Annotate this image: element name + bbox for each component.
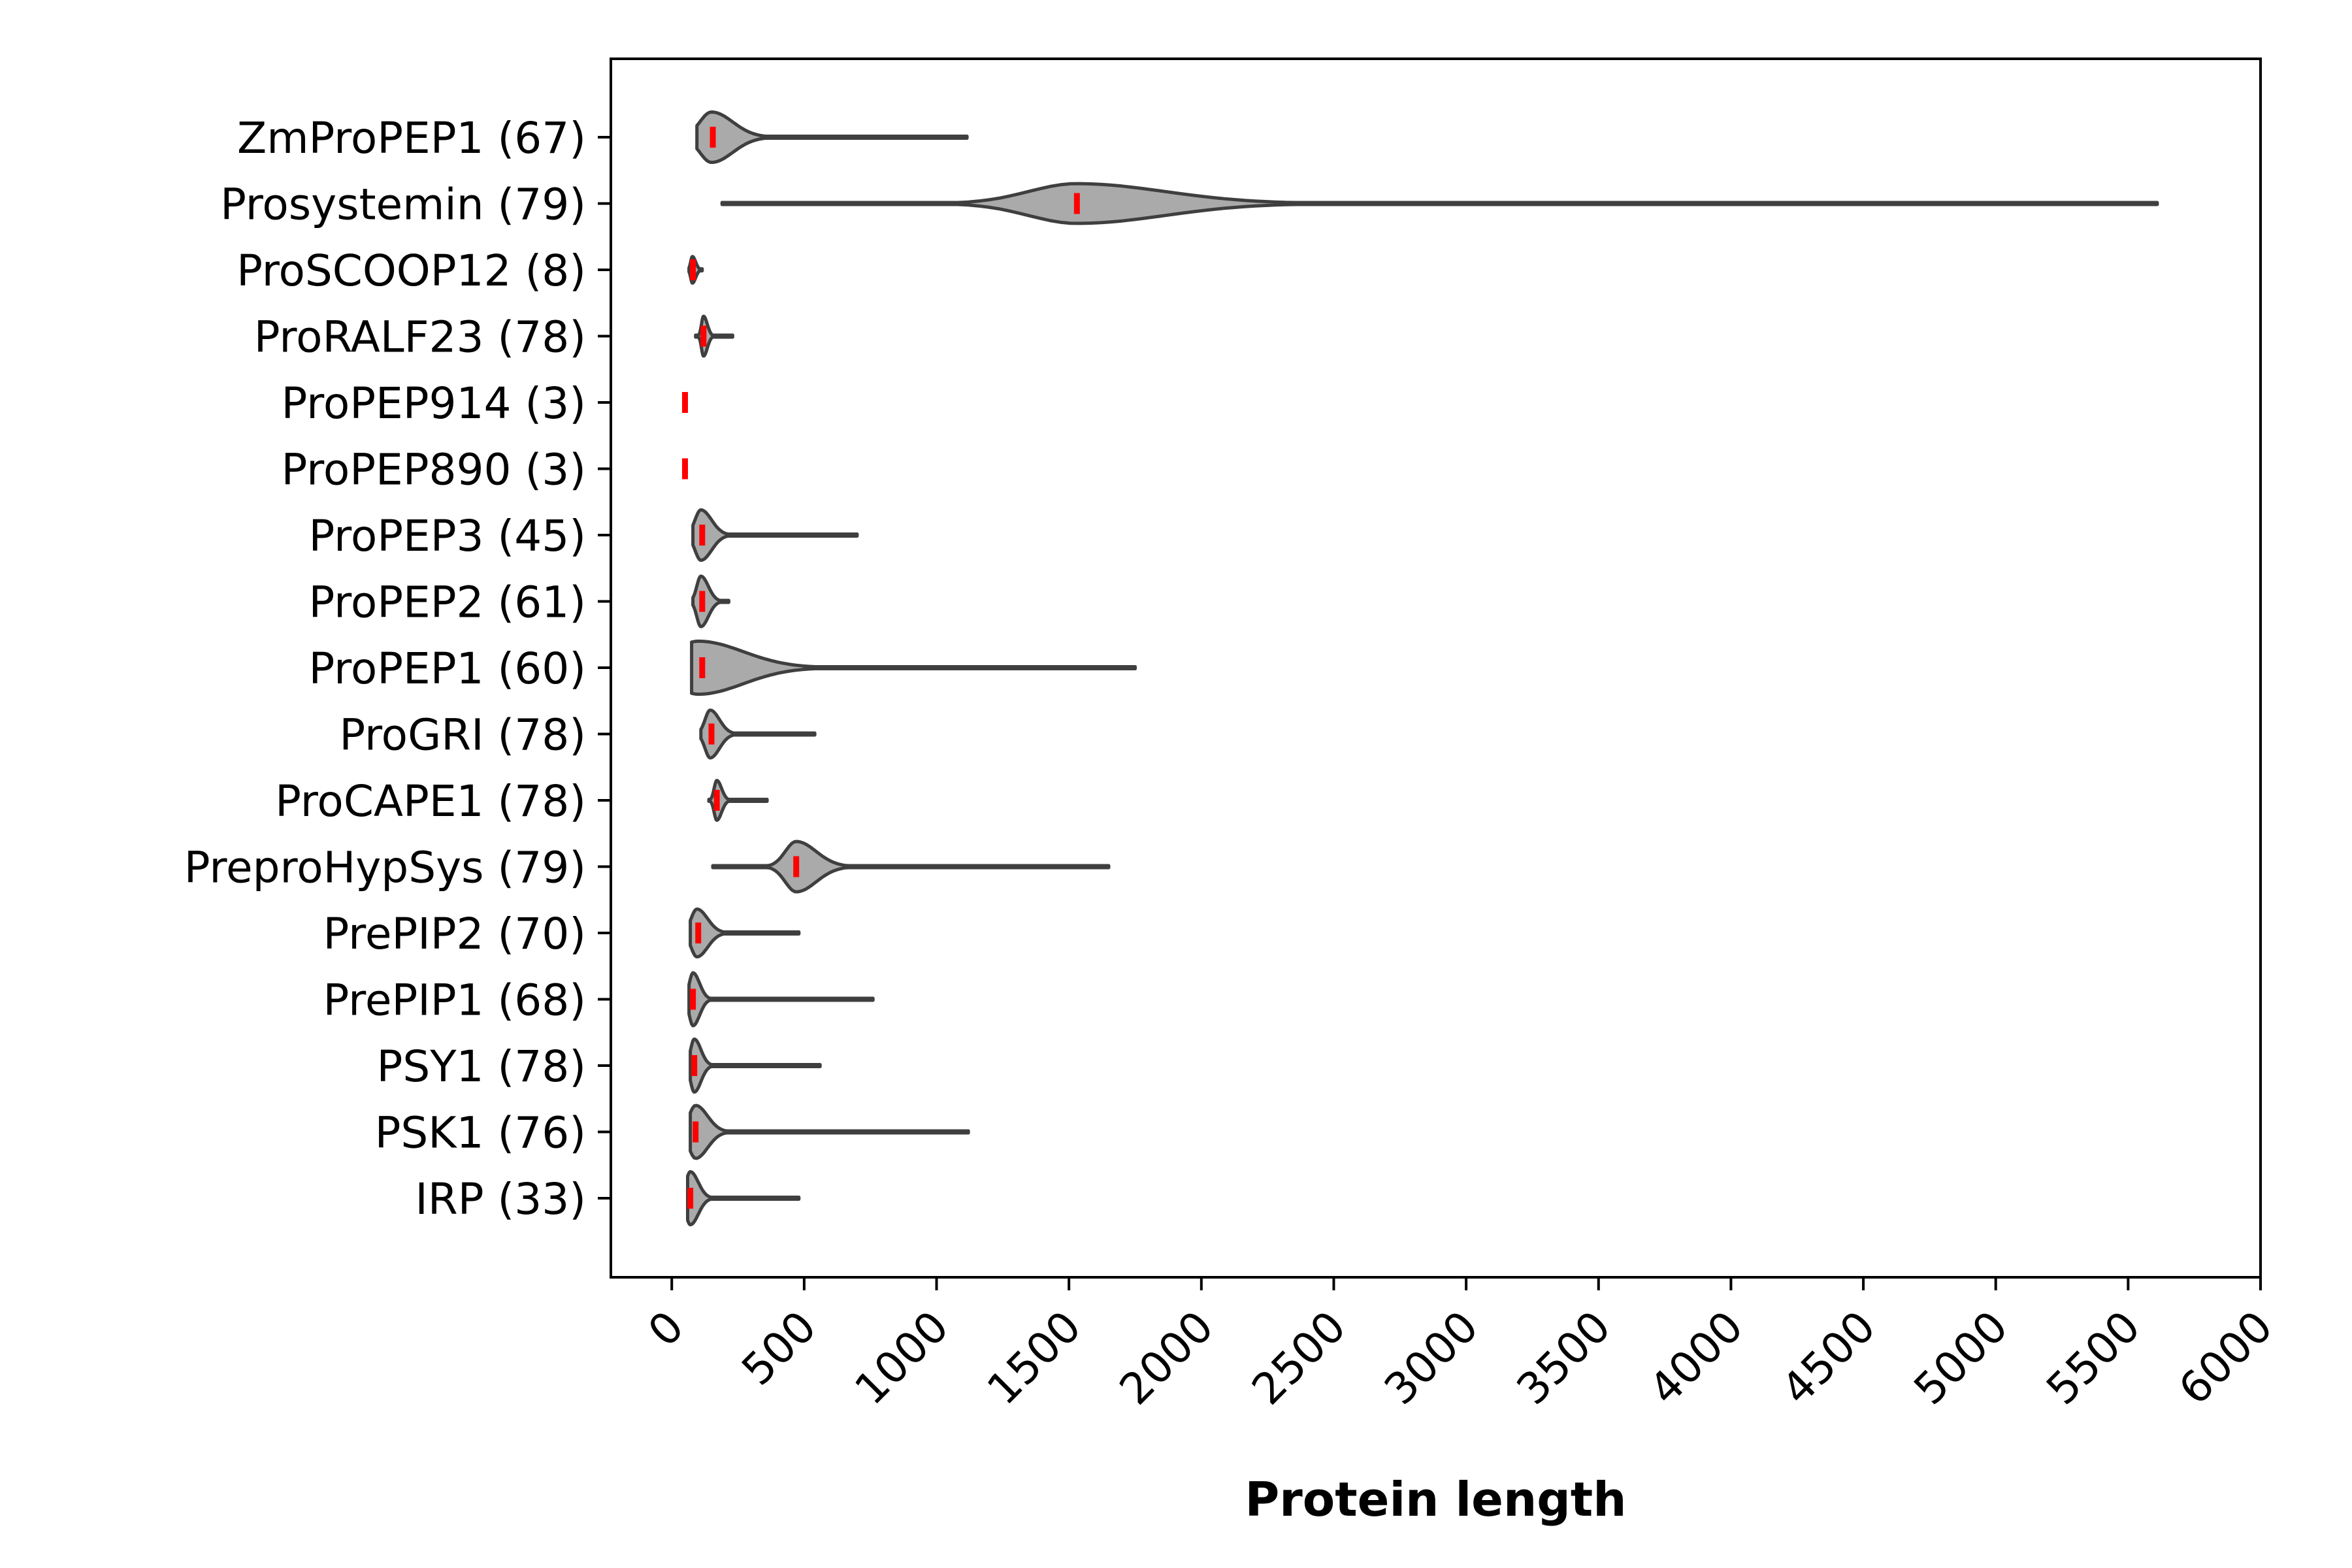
y-tick-label: PSK1 (76) [375,1108,586,1158]
violin-shape [691,574,730,629]
violin-shape [689,1037,822,1094]
y-tick-label: ProRALF23 (78) [254,312,586,363]
x-tick-label: 5000 [1904,1301,2017,1414]
y-tick-label: IRP (33) [415,1174,586,1224]
violin-shape [686,1170,801,1226]
violin-shape [695,110,969,164]
y-tick-label: PreproHypSys (79) [184,843,586,893]
x-tick-label: 2000 [1110,1301,1223,1414]
y-tick-label: PrePIP2 (70) [323,909,586,959]
violin-shape [689,907,801,958]
x-tick-label: 1500 [977,1301,1090,1414]
y-tick-label: ProPEP890 (3) [282,445,586,495]
x-tick-label: 5500 [2036,1301,2149,1414]
y-tick-label: Prosystemin (79) [220,180,586,230]
violin-group [681,110,2159,1226]
y-axis: ZmProPEP1 (67) Prosystemin (79) ProSCOOP12… [184,113,611,1224]
x-tick-label: 0 [638,1301,693,1356]
violin-shape [720,182,2159,225]
x-tick-label: 2500 [1243,1301,1356,1414]
violin-shape [690,639,1137,696]
y-tick-label: PrePIP1 (68) [323,975,586,1026]
y-tick-label: ZmProPEP1 (67) [237,113,586,163]
x-tick-label: 500 [732,1301,826,1396]
y-tick-label: ProPEP914 (3) [282,378,586,429]
violin-shape [707,779,769,822]
x-tick-label: 4000 [1640,1301,1753,1414]
violin-shape [691,508,859,563]
y-tick-label: ProGRI (78) [339,710,586,760]
x-tick-label: 4500 [1772,1301,1885,1414]
x-axis: 0 500 1000 1500 2000 2500 3000 3500 4000 4500 5000… [638,1277,2282,1414]
x-tick-label: 3500 [1507,1301,1620,1414]
violin-shape [689,1103,970,1160]
x-tick-label: 6000 [2169,1301,2282,1414]
y-tick-label: ProCAPE1 (78) [275,776,586,826]
y-tick-label: ProSCOOP12 (8) [237,246,586,296]
y-tick-label: ProPEP3 (45) [309,511,586,561]
y-tick-label: ProPEP2 (61) [309,578,586,628]
violin-shape [687,971,875,1028]
violin-shape [699,708,817,760]
violin-shape [711,840,1111,894]
x-tick-label: 1000 [845,1301,958,1414]
y-tick-label: ProPEP1 (60) [309,644,586,694]
x-axis-title: Protein length [1245,1472,1627,1527]
y-tick-label: PSY1 (78) [377,1041,586,1092]
x-tick-label: 3000 [1375,1301,1488,1414]
